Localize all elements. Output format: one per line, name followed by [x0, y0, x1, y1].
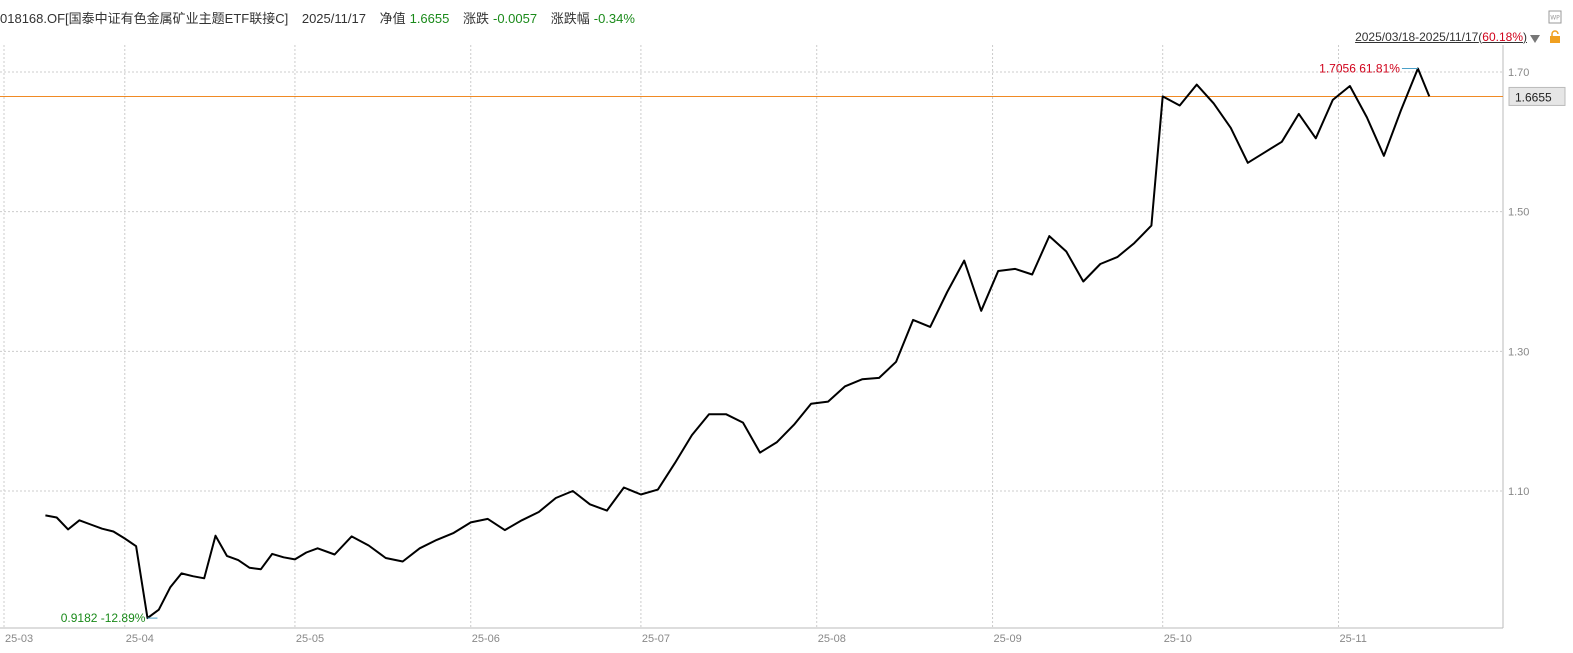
nav-series-line: [45, 67, 1431, 620]
y-tick-label: 1.70: [1508, 67, 1529, 79]
nav-value: 1.6655: [409, 11, 450, 26]
x-tick-label: 25-04: [126, 633, 154, 645]
change-pct-value: -0.34%: [593, 11, 635, 26]
y-tick-label: 1.10: [1508, 486, 1529, 498]
max-label: 1.7056 61.81%: [1319, 62, 1400, 76]
lock-icon[interactable]: [1548, 30, 1562, 44]
wp-icon[interactable]: WP: [1548, 10, 1562, 24]
range-dates: 2025/03/18-2025/11/17: [1355, 30, 1479, 44]
x-tick-label: 25-11: [1340, 633, 1367, 645]
y-tick-label: 1.30: [1508, 346, 1529, 358]
x-tick-label: 25-06: [472, 633, 500, 645]
x-tick-label: 25-10: [1164, 633, 1192, 645]
range-pct: 60.18%: [1482, 30, 1523, 44]
x-tick-label: 25-03: [5, 633, 33, 645]
x-tick-label: 25-09: [994, 633, 1022, 645]
min-label: 0.9182 -12.89%: [61, 611, 146, 625]
nav-label: 净值: [379, 11, 406, 26]
x-tick-label: 25-05: [296, 633, 324, 645]
change-value: -0.0057: [493, 11, 538, 26]
svg-text:WP: WP: [1550, 15, 1560, 22]
x-tick-label: 25-08: [818, 633, 846, 645]
range-label[interactable]: 2025/03/18-2025/11/17(60.18%): [1355, 30, 1527, 44]
current-value-box: [1508, 86, 1566, 106]
fund-code-name: 018168.OF[国泰中证有色金属矿业主题ETF联接C]: [0, 11, 289, 26]
change-pct-label: 涨跌幅: [550, 11, 590, 26]
change-label: 涨跌: [462, 11, 489, 26]
current-value-label: 1.6655: [1515, 90, 1552, 104]
fund-header: 018168.OF[国泰中证有色金属矿业主题ETF联接C] 2025/11/17…: [0, 8, 645, 28]
dropdown-triangle-icon[interactable]: [1528, 32, 1542, 46]
y-tick-label: 1.50: [1508, 207, 1529, 219]
x-tick-label: 25-07: [642, 633, 670, 645]
nav-date: 2025/11/17: [301, 11, 366, 26]
